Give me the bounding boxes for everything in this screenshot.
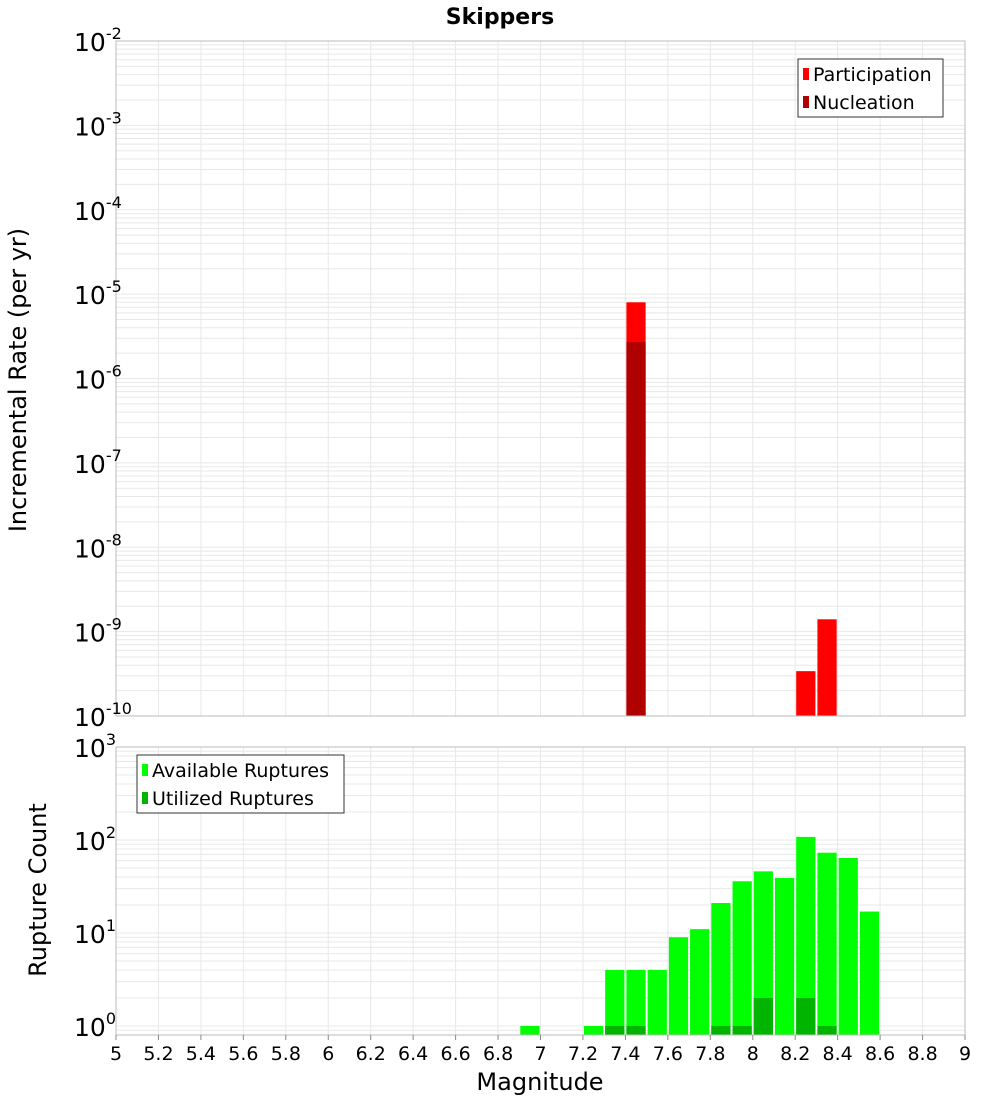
x-tick-label: 8.4 <box>823 1043 853 1065</box>
rate-legend: Participation Nucleation <box>797 58 944 118</box>
x-tick-label: 6.2 <box>356 1043 386 1065</box>
x-tick-label: 5.4 <box>186 1043 216 1065</box>
available-ruptures-bar <box>520 1025 540 1035</box>
rate-y-axis-label: Incremental Rate (per yr) <box>4 228 32 532</box>
x-tick-label: 7.2 <box>568 1043 598 1065</box>
rate-y-tick-label: 10-5 <box>74 277 122 310</box>
available-ruptures-legend-swatch <box>142 764 148 776</box>
x-tick-label: 9 <box>959 1043 971 1065</box>
count-legend-box <box>136 754 345 814</box>
nucleation-legend-swatch <box>803 96 809 108</box>
available-ruptures-bar <box>774 878 795 1035</box>
count-y-tick-label: 103 <box>74 730 116 763</box>
available-ruptures-bar <box>583 1025 604 1035</box>
rate-y-tick-label: 10-10 <box>74 699 132 732</box>
count-legend: Available Ruptures Utilized Ruptures <box>136 754 345 814</box>
x-tick-label: 6 <box>322 1043 334 1065</box>
available-ruptures-bar <box>753 871 773 1035</box>
nucleation-legend-label: Nucleation <box>813 92 915 114</box>
rate-y-tick-label: 10-8 <box>74 530 122 563</box>
available-ruptures-bar <box>690 929 710 1035</box>
x-tick-label: 8 <box>747 1043 759 1065</box>
x-tick-label: 6.4 <box>398 1043 428 1065</box>
x-tick-label: 7.6 <box>653 1043 683 1065</box>
rate-y-tick-label: 10-7 <box>74 446 122 479</box>
count-y-tick-label: 102 <box>74 823 116 856</box>
x-tick-label: 7.8 <box>695 1043 725 1065</box>
x-axis-label: Magnitude <box>476 1068 603 1096</box>
x-axis: 5 5.2 5.4 5.6 5.8 6 6.2 6.4 6.6 6.8 7 7.2 7.4 7.6 7.8 8… <box>110 1035 971 1065</box>
x-tick-label: 5.2 <box>143 1043 173 1065</box>
available-ruptures-bar <box>817 852 837 1035</box>
rate-y-tick-label: 10-9 <box>74 615 122 648</box>
available-ruptures-bar <box>732 881 752 1035</box>
available-ruptures-bar <box>668 937 689 1035</box>
available-ruptures-bar <box>605 969 625 1035</box>
available-ruptures-bar <box>647 969 667 1035</box>
participation-legend-label: Participation <box>813 64 932 86</box>
utilized-ruptures-bar <box>796 997 816 1035</box>
x-tick-label: 6.8 <box>483 1043 513 1065</box>
rate-y-tick-label: 10-2 <box>74 24 122 57</box>
count-y-tick-label: 100 <box>74 1009 116 1042</box>
x-tick-label: 5.8 <box>271 1043 301 1065</box>
utilized-ruptures-bar <box>711 1025 731 1035</box>
x-tick-label: 7 <box>534 1043 546 1065</box>
available-ruptures-bar <box>838 858 858 1035</box>
rate-panel: 10-10 10-9 10-8 10-7 10-6 10-5 10-4 10-3 10-2 Inc… <box>4 24 966 732</box>
rate-y-tick-label: 10-3 <box>74 108 122 141</box>
count-y-tick-label: 101 <box>74 916 116 949</box>
x-tick-label: 8.2 <box>780 1043 810 1065</box>
rate-y-tick-label: 10-4 <box>74 193 122 226</box>
available-ruptures-bar <box>859 911 880 1035</box>
rate-y-tick-label: 10-6 <box>74 362 122 395</box>
rate-grid <box>115 41 966 717</box>
rate-bars <box>626 302 837 716</box>
rupture-count-panel: 100 101 102 103 Rupture Count Available Ruptu… <box>24 730 966 1042</box>
available-ruptures-bar <box>796 836 816 1035</box>
utilized-ruptures-bar <box>753 997 773 1035</box>
utilized-ruptures-legend-label: Utilized Ruptures <box>152 788 314 810</box>
utilized-ruptures-bar <box>605 1025 625 1035</box>
nucleation-bar <box>626 342 646 716</box>
available-ruptures-legend-label: Available Ruptures <box>152 760 329 782</box>
utilized-ruptures-bar <box>626 1025 646 1035</box>
available-ruptures-bar <box>711 903 731 1035</box>
participation-bar <box>817 619 837 716</box>
x-tick-label: 6.6 <box>440 1043 470 1065</box>
utilized-ruptures-bar <box>817 1025 837 1035</box>
x-tick-label: 8.6 <box>865 1043 895 1065</box>
participation-bar <box>796 671 816 716</box>
x-tick-label: 8.8 <box>907 1043 937 1065</box>
rate-plot-frame <box>115 40 966 717</box>
chart-title: Skippers <box>446 5 554 30</box>
utilized-ruptures-legend-swatch <box>142 792 148 804</box>
count-y-axis-label: Rupture Count <box>24 803 52 977</box>
x-tick-label: 7.4 <box>610 1043 640 1065</box>
utilized-ruptures-bar <box>732 1025 752 1035</box>
count-bars <box>520 836 880 1035</box>
available-ruptures-bar <box>626 969 646 1035</box>
x-tick-label: 5 <box>110 1043 122 1065</box>
x-tick-label: 5.6 <box>228 1043 258 1065</box>
participation-legend-swatch <box>803 68 809 80</box>
rate-legend-box <box>797 58 944 118</box>
